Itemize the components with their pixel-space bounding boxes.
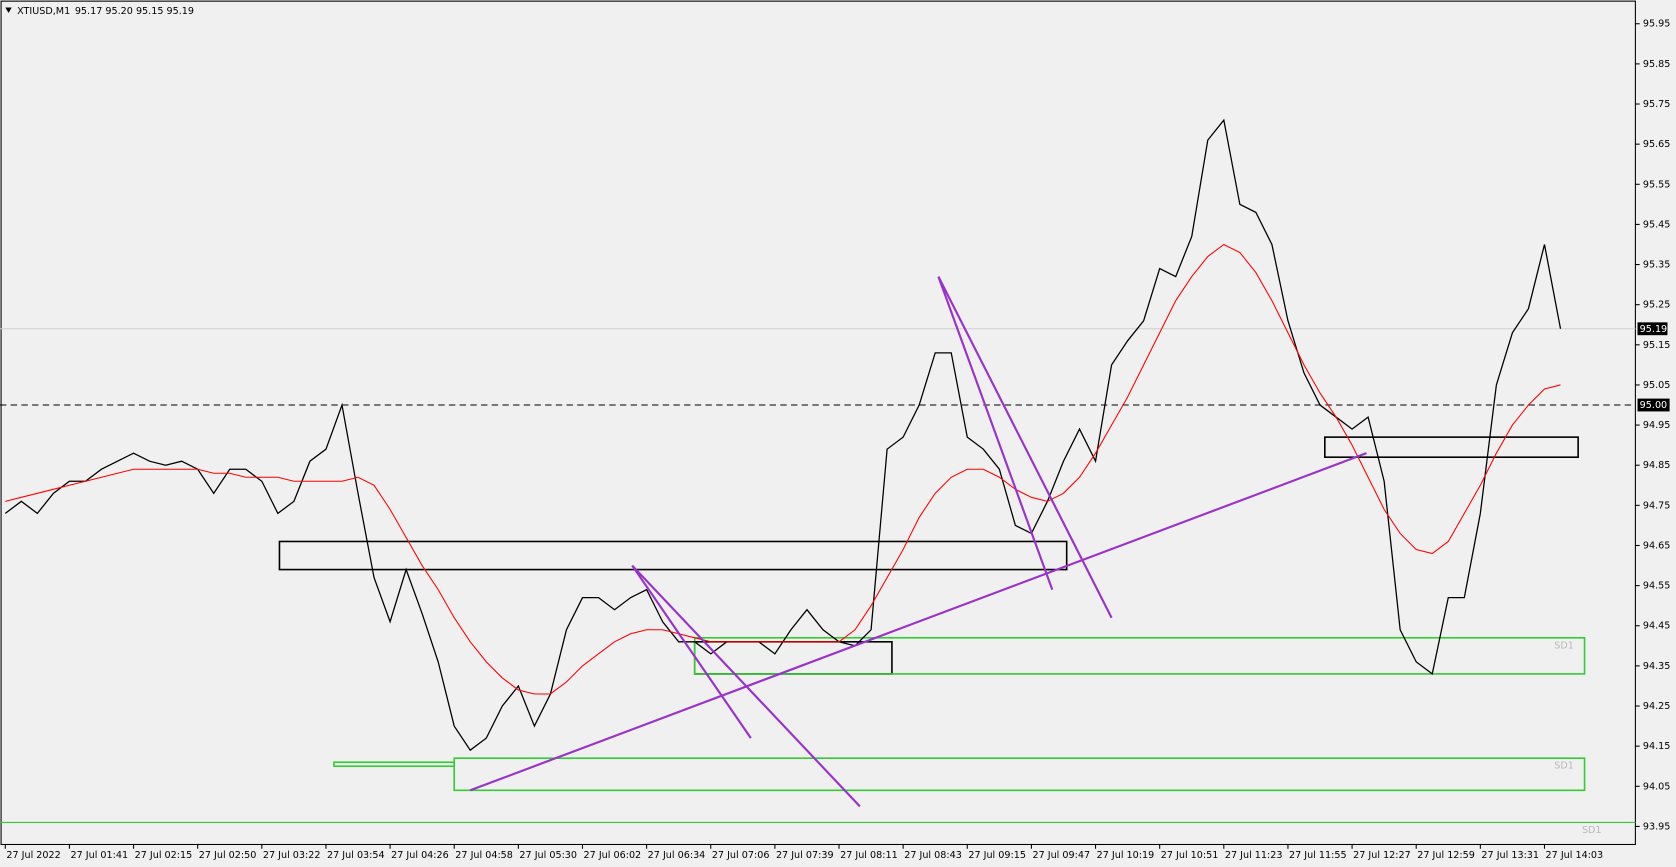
y-tick-label: 94.25 — [1643, 701, 1671, 712]
price-tag — [1637, 398, 1670, 412]
y-tick-label: 95.05 — [1643, 380, 1671, 391]
price-tag-label: 95.00 — [1640, 400, 1668, 411]
x-tick-label: 27 Jul 10:51 — [1161, 850, 1219, 861]
zone — [333, 761, 456, 768]
x-tick-label: 27 Jul 11:23 — [1225, 850, 1283, 861]
y-tick-label: 94.85 — [1643, 460, 1671, 471]
last-price-tag — [1637, 322, 1668, 336]
y-tick-label: 94.45 — [1643, 621, 1671, 632]
x-tick-label: 27 Jul 12:59 — [1417, 850, 1475, 861]
x-tick-label: 27 Jul 09:47 — [1032, 850, 1090, 861]
last-price-label: 95.19 — [1640, 324, 1668, 335]
y-tick-label: 95.55 — [1643, 179, 1671, 190]
y-tick-label: 95.85 — [1643, 59, 1671, 70]
chart-subtitle: 95.17 95.20 95.15 95.19 — [75, 6, 194, 17]
plot-frame — [0, 0, 1636, 846]
zone — [453, 757, 1586, 792]
x-tick-label: 27 Jul 01:41 — [70, 850, 128, 861]
zone — [1324, 436, 1579, 458]
price-line — [5, 243, 1561, 695]
x-tick-label: 27 Jul 13:31 — [1481, 850, 1539, 861]
x-tick-label: 27 Jul 07:06 — [712, 850, 770, 861]
y-tick-label: 94.05 — [1643, 781, 1671, 792]
trend-line — [469, 452, 1367, 792]
y-tick-label: 94.75 — [1643, 500, 1671, 511]
x-tick-label: 27 Jul 08:11 — [840, 850, 898, 861]
x-tick-label: 27 Jul 02:15 — [135, 850, 193, 861]
x-tick-label: 27 Jul 2022 — [6, 850, 60, 861]
zone-label: SD1 — [1554, 761, 1574, 772]
trend-line — [631, 564, 752, 739]
y-tick-label: 93.95 — [1643, 821, 1671, 832]
chart-title: XTIUSD,M1 — [17, 6, 70, 17]
y-tick-label: 95.65 — [1643, 139, 1671, 150]
zone — [278, 540, 1068, 571]
x-tick-label: 27 Jul 11:55 — [1289, 850, 1347, 861]
x-tick-label: 27 Jul 05:30 — [519, 850, 577, 861]
trend-line — [937, 276, 1054, 590]
x-tick-label: 27 Jul 12:27 — [1353, 850, 1411, 861]
y-tick-label: 95.75 — [1643, 99, 1671, 110]
y-tick-label: 95.25 — [1643, 300, 1671, 311]
y-tick-label: 94.65 — [1643, 540, 1671, 551]
x-tick-label: 27 Jul 04:26 — [391, 850, 449, 861]
collapse-icon[interactable] — [5, 7, 12, 13]
y-tick-label: 94.95 — [1643, 420, 1671, 431]
x-tick-label: 27 Jul 03:22 — [263, 850, 321, 861]
zone-label: SD1 — [1554, 640, 1574, 651]
x-tick-label: 27 Jul 02:50 — [199, 850, 257, 861]
x-tick-label: 27 Jul 14:03 — [1546, 850, 1604, 861]
y-tick-label: 95.45 — [1643, 219, 1671, 230]
x-tick-label: 27 Jul 03:54 — [327, 850, 385, 861]
trend-line — [937, 276, 1113, 619]
x-tick-label: 27 Jul 06:34 — [648, 850, 706, 861]
x-tick-label: 27 Jul 08:43 — [904, 850, 962, 861]
x-tick-label: 27 Jul 10:19 — [1097, 850, 1155, 861]
trend-line — [631, 564, 861, 808]
y-tick-label: 95.35 — [1643, 260, 1671, 271]
x-tick-label: 27 Jul 09:15 — [968, 850, 1026, 861]
y-tick-label: 94.55 — [1643, 581, 1671, 592]
x-tick-label: 27 Jul 04:58 — [455, 850, 513, 861]
y-tick-label: 95.95 — [1643, 19, 1671, 30]
x-tick-label: 27 Jul 07:39 — [776, 850, 834, 861]
y-tick-label: 94.15 — [1643, 741, 1671, 752]
y-tick-label: 94.35 — [1643, 661, 1671, 672]
x-tick-label: 27 Jul 06:02 — [584, 850, 642, 861]
y-tick-label: 95.15 — [1643, 340, 1671, 351]
h-line-label: SD1 — [1582, 825, 1602, 836]
